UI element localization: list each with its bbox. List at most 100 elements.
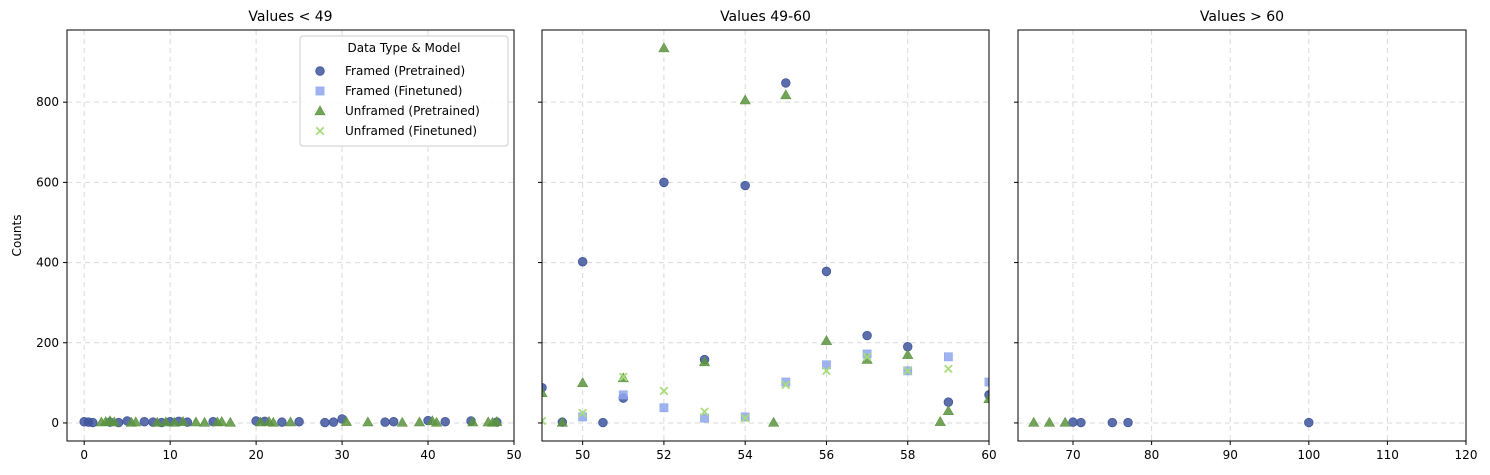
data-point (130, 416, 142, 427)
panel-title: Values < 49 (248, 9, 332, 25)
x-tick-label: 40 (420, 448, 435, 462)
panel-title: Values > 60 (1200, 9, 1284, 25)
markers (79, 414, 503, 428)
data-point (413, 416, 426, 427)
data-point (577, 257, 588, 267)
y-tick-label: 600 (36, 175, 59, 189)
data-point (267, 416, 279, 427)
data-point (1059, 416, 1071, 427)
data-point (1304, 417, 1314, 428)
data-point (1076, 417, 1086, 428)
panel-3: 70 80 90 100 110 120 Values > 60 (1014, 9, 1477, 462)
markers (542, 42, 989, 428)
markers (1028, 416, 1314, 428)
x-tick-label: 100 (1297, 448, 1320, 462)
data-point (983, 393, 989, 404)
data-point (542, 387, 548, 398)
data-point (903, 366, 913, 376)
y-tick-label: 400 (36, 256, 59, 270)
data-point (768, 416, 780, 427)
plot-frame (541, 29, 990, 442)
data-point (396, 416, 408, 427)
data-point (944, 364, 953, 374)
data-point (216, 416, 228, 426)
x-tick-label: 80 (1144, 448, 1159, 462)
data-point (781, 78, 791, 88)
data-point (556, 416, 568, 427)
x-tick-label: 70 (1065, 448, 1080, 462)
data-point (618, 372, 628, 382)
plot-frame (1017, 29, 1467, 442)
data-point (190, 416, 202, 427)
data-point (659, 177, 669, 188)
data-point (739, 94, 751, 105)
data-point (943, 352, 953, 362)
data-point (740, 413, 750, 423)
data-point (780, 89, 792, 100)
data-point (598, 417, 608, 428)
data-point (700, 407, 709, 417)
data-point (578, 408, 587, 418)
data-point (224, 416, 236, 427)
data-point (943, 397, 954, 407)
data-point (467, 416, 479, 427)
data-point (294, 417, 304, 427)
data-point (618, 390, 628, 400)
data-point (168, 416, 181, 427)
x-tick-label: 120 (1455, 448, 1478, 462)
data-point (380, 417, 390, 427)
data-point (781, 380, 791, 390)
data-point (820, 335, 833, 345)
data-point (388, 417, 399, 427)
data-point (658, 42, 670, 53)
x-tick-label: 52 (656, 448, 671, 462)
data-point (108, 416, 120, 427)
data-point (542, 416, 547, 426)
y-tick-label: 0 (51, 416, 59, 430)
data-point (254, 416, 267, 427)
legend-marker (314, 105, 326, 116)
data-point (698, 356, 711, 367)
data-point (88, 417, 98, 428)
data-point (160, 416, 172, 427)
data-point (139, 417, 150, 427)
data-point (177, 416, 189, 426)
legend-label: Unframed (Finetuned) (345, 124, 477, 138)
data-point (340, 416, 352, 426)
data-point (320, 417, 330, 428)
data-point (862, 352, 872, 362)
data-point (781, 377, 791, 387)
panel-title: Values 49-60 (720, 9, 811, 25)
x-tick-label: 50 (506, 448, 521, 462)
x-tick-label: 54 (738, 448, 753, 462)
data-point (821, 266, 832, 277)
legend-label: Framed (Finetuned) (345, 84, 462, 98)
data-point (277, 417, 287, 427)
legend-marker (315, 126, 325, 136)
data-point (1107, 417, 1118, 428)
legend-label: Framed (Pretrained) (345, 64, 465, 78)
data-point (151, 416, 163, 427)
data-point (1028, 416, 1040, 427)
data-point (491, 416, 503, 426)
legend-marker (315, 66, 325, 76)
data-point (942, 405, 954, 416)
y-axis-label: Counts (10, 215, 24, 257)
data-point (440, 417, 450, 427)
x-tick-label: 58 (900, 448, 915, 462)
data-point (700, 413, 709, 423)
legend-box (299, 35, 509, 147)
data-point (431, 416, 443, 427)
x-tick-label: 56 (819, 448, 834, 462)
legend: Data Type & Model Framed (Pretrained) Fram… (299, 35, 509, 147)
legend-label: Unframed (Pretrained) (345, 104, 480, 118)
data-point (740, 180, 750, 191)
data-point (1123, 417, 1133, 428)
x-tick-label: 110 (1376, 448, 1399, 462)
plot-frame (66, 29, 515, 442)
data-point (822, 366, 831, 376)
data-point (659, 403, 669, 413)
data-point (934, 416, 946, 426)
x-tick-label: 90 (1223, 448, 1238, 462)
